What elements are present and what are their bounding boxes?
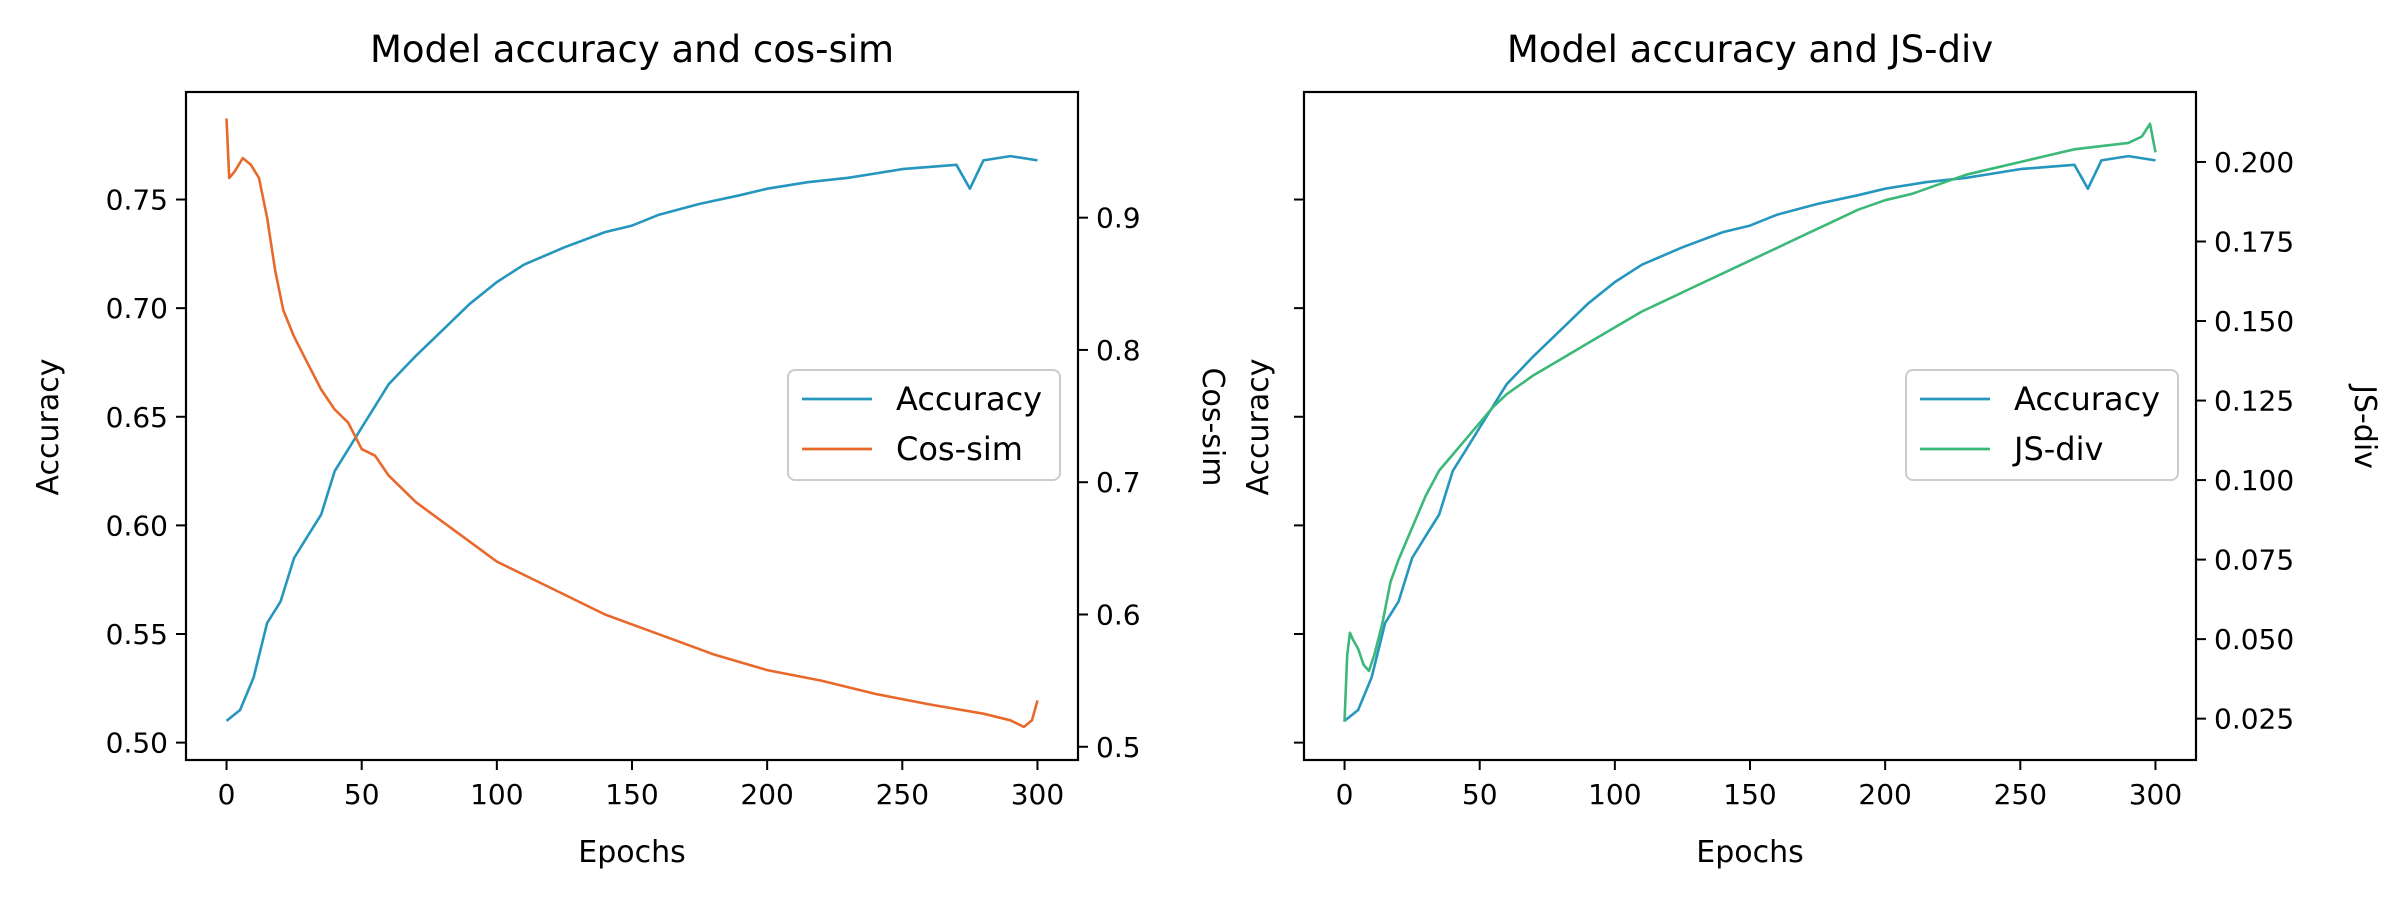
y2-tick-label: 0.175: [2214, 226, 2294, 259]
legend: Accuracy JS-div: [1905, 369, 2179, 481]
x-tick-group: 0 50 100 150 200 250 300: [218, 760, 1064, 811]
y2-tick-label: 0.050: [2214, 623, 2294, 656]
y2-tick-label: 0.6: [1096, 598, 1141, 631]
legend: Accuracy Cos-sim: [787, 369, 1061, 481]
y2-tick-group: 0.5 0.6 0.7 0.8 0.9: [1078, 202, 1141, 764]
chart-cos-sim: Model accuracy and cos-sim Epochs Accura…: [31, 28, 1230, 870]
y-axis-label: Accuracy: [31, 359, 66, 496]
x-tick-label: 0: [218, 778, 236, 811]
series-line-accuracy: [1343, 154, 2156, 722]
y2-tick-label: 0.150: [2214, 305, 2294, 338]
chart-js-div: Model accuracy and JS-div Epochs Accurac…: [1241, 28, 2382, 870]
y-tick-label: 0.70: [106, 292, 168, 325]
x-axis-label: Epochs: [578, 835, 686, 870]
x-tick-label: 250: [876, 778, 929, 811]
x-tick-label: 0: [1336, 778, 1354, 811]
x-tick-label: 250: [1994, 778, 2047, 811]
x-tick-label: 200: [1858, 778, 1911, 811]
x-tick-label: 150: [1723, 778, 1776, 811]
series-line-js-div: [1343, 122, 2157, 722]
chart-title: Model accuracy and JS-div: [1507, 28, 1993, 71]
y-tick-label: 0.55: [106, 618, 168, 651]
plot-area: [225, 118, 1039, 729]
x-tick-group: 0 50 100 150 200 250 300: [1336, 760, 2182, 811]
y-tick-label: 0.65: [106, 401, 168, 434]
x-tick-label: 150: [605, 778, 658, 811]
y2-axis-label: JS-div: [2347, 383, 2382, 469]
legend-label-accuracy: Accuracy: [2014, 380, 2160, 418]
legend-box: [787, 369, 1061, 481]
y2-tick-label: 0.5: [1096, 731, 1141, 764]
plot-frame: [1302, 90, 2198, 762]
legend-label-js-div: JS-div: [2012, 430, 2103, 468]
x-tick-label: 100: [470, 778, 523, 811]
series-line-cos-sim: [225, 118, 1039, 729]
y2-tick-label: 0.7: [1096, 466, 1141, 499]
chart-title: Model accuracy and cos-sim: [370, 28, 894, 71]
y-tick-label: 0.50: [106, 727, 168, 760]
y2-axis-label: Cos-sim: [1195, 368, 1230, 487]
y2-tick-label: 0.9: [1096, 202, 1141, 235]
y2-tick-label: 0.125: [2214, 385, 2294, 418]
x-tick-label: 50: [1462, 778, 1498, 811]
legend-box: [1905, 369, 2179, 481]
legend-label-accuracy: Accuracy: [896, 380, 1042, 418]
plot-area: [1343, 122, 2157, 722]
y-axis-label: Accuracy: [1241, 359, 1276, 496]
y2-tick-label: 0.025: [2214, 703, 2294, 736]
y-tick-label: 0.75: [106, 184, 168, 217]
x-tick-label: 50: [344, 778, 380, 811]
plot-frame: [184, 90, 1080, 762]
y-tick-label: 0.60: [106, 509, 168, 542]
y-tick-group: 0.50 0.55 0.60 0.65 0.70 0.75: [106, 184, 186, 760]
x-tick-label: 300: [2129, 778, 2182, 811]
x-axis-label: Epochs: [1696, 835, 1804, 870]
y2-tick-group: 0.025 0.050 0.075 0.100 0.125 0.150 0.175 0.200: [2196, 146, 2294, 736]
y-tick-group: [1294, 198, 1304, 744]
y2-tick-label: 0.075: [2214, 544, 2294, 577]
y2-tick-label: 0.8: [1096, 334, 1141, 367]
y2-tick-label: 0.100: [2214, 464, 2294, 497]
y2-tick-label: 0.200: [2214, 146, 2294, 179]
x-tick-label: 200: [740, 778, 793, 811]
x-tick-label: 100: [1588, 778, 1641, 811]
x-tick-label: 300: [1011, 778, 1064, 811]
legend-label-cos-sim: Cos-sim: [896, 430, 1023, 468]
series-line-accuracy: [225, 154, 1038, 722]
